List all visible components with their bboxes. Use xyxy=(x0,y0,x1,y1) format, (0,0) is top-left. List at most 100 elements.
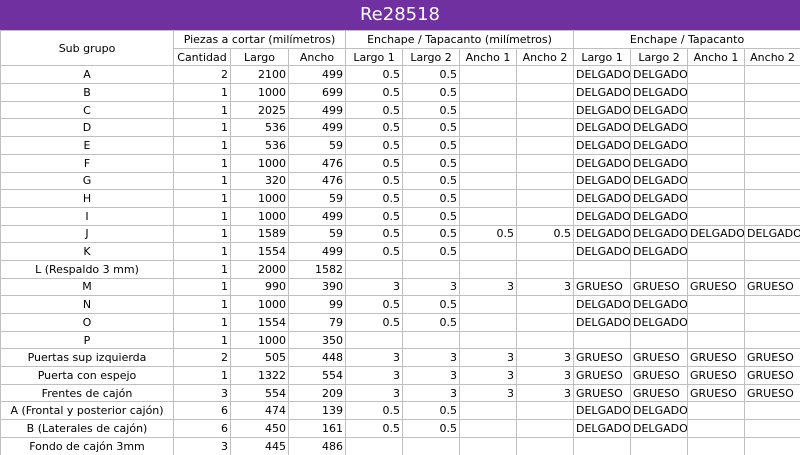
cell: 499 xyxy=(287,100,347,120)
cell: 3 xyxy=(345,383,404,403)
empty-cell xyxy=(573,259,632,279)
empty-cell xyxy=(516,295,575,314)
cell: 0.5 xyxy=(345,189,404,208)
cell: 1 xyxy=(173,313,231,332)
cell: 1000 xyxy=(230,206,289,226)
cell: 0.5 xyxy=(345,313,404,332)
cell: 1 xyxy=(173,118,231,138)
empty-cell xyxy=(687,242,746,261)
cell: 59 xyxy=(287,224,347,244)
empty-cell xyxy=(516,136,575,155)
cell: DELGADO xyxy=(630,83,689,102)
subgroup-cell: F xyxy=(0,153,174,173)
cell: 3 xyxy=(402,383,461,403)
cell: 1 xyxy=(173,136,231,155)
column-header: Ancho 1 xyxy=(687,47,746,67)
empty-cell xyxy=(687,259,746,279)
cell: 0.5 xyxy=(402,401,461,421)
empty-cell xyxy=(687,118,746,138)
cell: 0.5 xyxy=(402,224,461,244)
subgroup-cell: G xyxy=(0,171,174,191)
empty-cell xyxy=(516,259,575,279)
cell: DELGADO xyxy=(630,171,689,191)
cell: 0.5 xyxy=(402,419,461,438)
cell: 554 xyxy=(287,366,347,385)
table-row: K 1 1554 499 0.5 0.5 DELGADO DELGADO xyxy=(0,242,800,261)
cell: 0.5 xyxy=(402,83,461,102)
subgroup-cell: A (Frontal y posterior cajón) xyxy=(0,401,174,421)
empty-cell xyxy=(687,401,746,421)
cell: 499 xyxy=(287,206,347,226)
cell: 0.5 xyxy=(516,224,575,244)
empty-cell xyxy=(744,100,800,120)
cell: 59 xyxy=(287,136,347,155)
cell: 3 xyxy=(459,348,518,368)
empty-cell xyxy=(516,100,575,120)
cell: 3 xyxy=(345,366,404,385)
table-row: L (Respaldo 3 mm) 1 2000 1582 xyxy=(0,259,800,279)
subgroup-cell: K xyxy=(0,242,174,261)
cell: GRUESO xyxy=(630,277,689,297)
cell: DELGADO xyxy=(573,295,632,314)
cell: 0.5 xyxy=(402,136,461,155)
table-row: Puertas sup izquierda 2 505 448 3 3 3 3 GRUESO GR… xyxy=(0,348,800,368)
cell: 2100 xyxy=(230,65,289,85)
empty-cell xyxy=(345,436,404,455)
cell: 990 xyxy=(230,277,289,297)
empty-cell xyxy=(687,83,746,102)
empty-cell xyxy=(459,171,518,191)
table-row: G 1 320 476 0.5 0.5 DELGADO DELGADO xyxy=(0,171,800,191)
cell: 3 xyxy=(516,348,575,368)
column-header: Largo xyxy=(230,47,289,67)
table-row: B (Laterales de cajón) 6 450 161 0.5 0.5 DELGA… xyxy=(0,419,800,438)
cell: DELGADO xyxy=(630,65,689,85)
empty-cell xyxy=(459,242,518,261)
cell: 1000 xyxy=(230,83,289,102)
cell: DELGADO xyxy=(630,136,689,155)
cell: DELGADO xyxy=(573,419,632,438)
empty-cell xyxy=(516,401,575,421)
subgroup-cell: I xyxy=(0,206,174,226)
cell: 474 xyxy=(230,401,289,421)
cell: 1 xyxy=(173,83,231,102)
cell: GRUESO xyxy=(687,383,746,403)
table-row: D 1 536 499 0.5 0.5 DELGADO DELGADO xyxy=(0,118,800,138)
column-header: Largo 1 xyxy=(345,47,404,67)
empty-cell xyxy=(573,436,632,455)
cell: 0.5 xyxy=(345,242,404,261)
empty-cell xyxy=(687,189,746,208)
empty-cell xyxy=(516,118,575,138)
empty-cell xyxy=(744,206,800,226)
subgroup-cell: M xyxy=(0,277,174,297)
empty-cell xyxy=(687,136,746,155)
cell: 2 xyxy=(173,348,231,368)
subgroup-cell: L (Respaldo 3 mm) xyxy=(0,259,174,279)
cell: GRUESO xyxy=(630,383,689,403)
cell: DELGADO xyxy=(573,401,632,421)
empty-cell xyxy=(459,295,518,314)
cell: 0.5 xyxy=(402,65,461,85)
cell: 3 xyxy=(459,366,518,385)
cell: 699 xyxy=(287,83,347,102)
empty-cell xyxy=(744,65,800,85)
cell: 3 xyxy=(516,383,575,403)
subgroup-cell: E xyxy=(0,136,174,155)
cell: 3 xyxy=(173,436,231,455)
empty-cell xyxy=(744,436,800,455)
cell: 0.5 xyxy=(345,171,404,191)
cell: 6 xyxy=(173,419,231,438)
cell: DELGADO xyxy=(630,295,689,314)
cell: 505 xyxy=(230,348,289,368)
empty-cell xyxy=(459,436,518,455)
empty-cell xyxy=(459,118,518,138)
cell: 445 xyxy=(230,436,289,455)
cell: GRUESO xyxy=(687,348,746,368)
cell: 0.5 xyxy=(402,313,461,332)
empty-cell xyxy=(459,401,518,421)
cell: 499 xyxy=(287,118,347,138)
cell: 6 xyxy=(173,401,231,421)
empty-cell xyxy=(459,83,518,102)
cell: DELGADO xyxy=(630,242,689,261)
cell: DELGADO xyxy=(744,224,800,244)
empty-cell xyxy=(459,189,518,208)
